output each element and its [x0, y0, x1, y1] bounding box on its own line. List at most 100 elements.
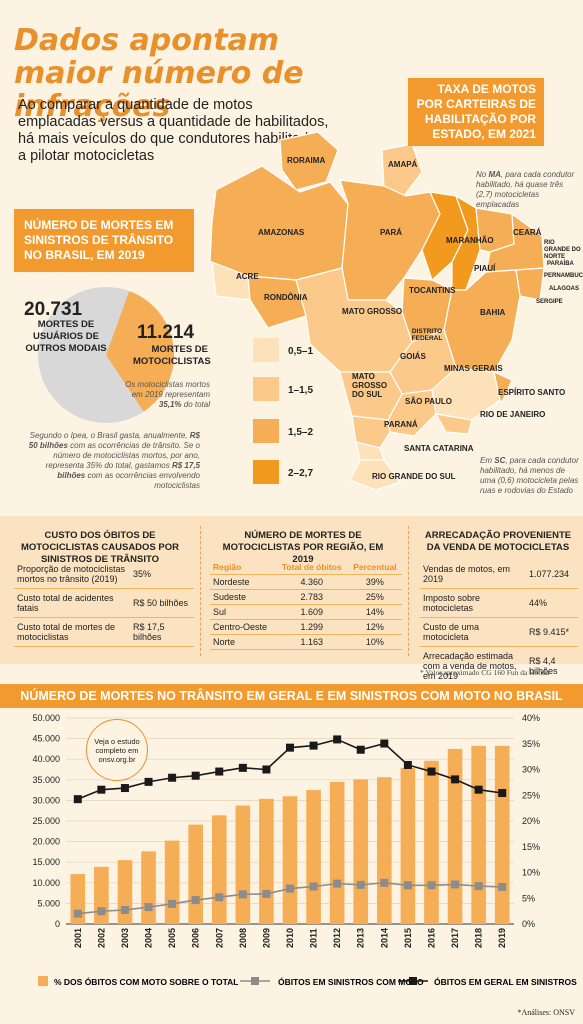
- y-right-tick-label: 20%: [522, 816, 540, 826]
- others-deaths-label: MORTES DE USUÁRIOS DE OUTROS MODAIS: [25, 319, 107, 354]
- x-tick-label: 2015: [403, 928, 413, 948]
- legend-swatch-1: [253, 338, 279, 362]
- state-espirito-santo: [493, 370, 513, 404]
- chart-bar: [353, 779, 369, 924]
- y-left-tick-label: 35.000: [32, 775, 60, 785]
- x-tick-label: 2011: [309, 928, 319, 948]
- table-row: Vendas de motos, em 2019 1.077.234: [420, 560, 578, 589]
- cost-table-title: CUSTO DOS ÓBITOS DE MOTOCICLISTAS CAUSAD…: [21, 530, 179, 565]
- state-para: [339, 179, 441, 301]
- page-subtitle: Ao comparar a quantidade de motos emplac…: [18, 97, 329, 164]
- x-tick-label: 2009: [261, 928, 271, 948]
- x-tick-label: 2019: [497, 928, 507, 948]
- point-moto-deaths: [286, 884, 294, 893]
- x-tick-label: 2007: [214, 928, 224, 948]
- page-title: Dados apontam maior número de infrações: [14, 23, 304, 124]
- moto-deaths-label: MORTES DE MOTOCICLISTAS: [133, 344, 211, 367]
- table-row: Custo total de acidentes fatais R$ 50 bil…: [14, 588, 194, 618]
- point-moto-deaths: [333, 879, 342, 888]
- y-left-tick-label: 30.000: [32, 795, 60, 805]
- label-pernambuco: PERNAMBUCO: [544, 273, 583, 279]
- point-moto-deaths: [262, 889, 271, 898]
- cost-table: Proporção de motociclistas mortos no trâ…: [14, 560, 194, 647]
- legend-label-3: 1,5–2: [288, 427, 314, 438]
- x-tick-label: 2001: [73, 928, 83, 948]
- chart-bar: [141, 851, 156, 924]
- y-right-tick-label: 5%: [522, 893, 535, 903]
- x-tick-label: 2010: [285, 928, 295, 948]
- moto-deaths-note: Os motociclistas mortos em 2019 represen…: [125, 380, 210, 409]
- pie-slice-motorcyclists: [106, 291, 174, 412]
- point-moto-deaths: [144, 903, 153, 912]
- x-tick-label: 2005: [167, 928, 177, 948]
- label-santa-catarina: SANTA CATARINA: [404, 444, 474, 453]
- ipea-note: Segundo o Ipea, o Brasil gasta, anualmen…: [28, 431, 200, 490]
- point-total-deaths: [120, 784, 129, 793]
- label-parana: PARANÁ: [384, 420, 418, 429]
- point-moto-deaths: [238, 890, 247, 899]
- chart-bar: [377, 777, 392, 924]
- label-goias: GOIÁS: [400, 352, 426, 361]
- point-moto-deaths: [215, 893, 224, 902]
- legend-swatch-2: [253, 377, 279, 401]
- region-table: Região Total de óbitos Percentual Nordeste…: [210, 560, 402, 650]
- x-tick-label: 2003: [120, 928, 130, 948]
- y-left-tick-label: 0: [55, 919, 60, 929]
- label-mato-grosso-do-sul: MATO GROSSO DO SUL: [352, 372, 388, 399]
- point-moto-deaths: [120, 905, 129, 914]
- chart-bar: [282, 796, 298, 924]
- y-left-tick-label: 45.000: [32, 734, 60, 744]
- point-total-deaths: [97, 785, 106, 794]
- point-total-deaths: [380, 739, 389, 748]
- region-table-title: NÚMERO DE MORTES DE MOTOCICLISTAS POR RE…: [222, 530, 384, 565]
- table-row: Proporção de motociclistas mortos no trâ…: [14, 560, 194, 589]
- label-rondonia: RONDÔNIA: [264, 293, 308, 302]
- moto-rate-title: TAXA DE MOTOS POR CARTEIRAS DE HABILITAÇ…: [408, 78, 544, 146]
- sales-footnote: * Valor aproximado CG 160 Fun da Honda: [420, 668, 550, 677]
- chart-bar: [211, 815, 227, 924]
- x-tick-label: 2017: [450, 928, 460, 948]
- point-total-deaths: [333, 735, 342, 744]
- legend-label-2: 1–1,5: [288, 385, 314, 396]
- point-total-deaths: [262, 765, 271, 774]
- label-acre: ACRE: [236, 272, 259, 281]
- point-total-deaths: [144, 777, 153, 786]
- study-callout: Veja o estudo completo em onsv.org.br: [86, 719, 148, 781]
- divider: [408, 526, 409, 656]
- y-left-tick-label: 50.000: [32, 713, 60, 723]
- point-total-deaths: [403, 760, 412, 769]
- label-roraima: RORAIMA: [287, 156, 326, 165]
- state-roraima: [279, 131, 339, 191]
- label-distrito-federal: DISTRITO FEDERAL: [411, 328, 443, 342]
- chart-bar: [235, 805, 251, 924]
- x-tick-label: 2016: [426, 928, 436, 948]
- label-mato-grosso: MATO GROSSO: [342, 307, 403, 316]
- point-total-deaths: [427, 767, 436, 776]
- legend-label-4: 2–2,7: [288, 468, 314, 479]
- chart-bar: [306, 790, 321, 924]
- point-moto-deaths: [451, 880, 460, 889]
- table-row: Nordeste 4.360 39%: [210, 574, 402, 590]
- point-total-deaths: [286, 743, 294, 752]
- divider: [200, 526, 201, 656]
- label-amazonas: AMAZONAS: [258, 228, 305, 237]
- legend-total-marker: [409, 977, 417, 985]
- point-total-deaths: [474, 785, 483, 794]
- state-rio-de-janeiro: [434, 413, 473, 435]
- y-right-tick-label: 15%: [522, 842, 540, 852]
- point-moto-deaths: [474, 882, 483, 891]
- label-bahia: BAHIA: [480, 308, 506, 317]
- x-tick-label: 2014: [379, 928, 389, 948]
- legend-bar-label: % DOS ÓBITOS COM MOTO SOBRE O TOTAL: [54, 976, 239, 987]
- point-moto-deaths: [97, 907, 106, 916]
- label-minas-gerais: MINAS GERAIS: [444, 364, 503, 373]
- y-left-tick-label: 20.000: [32, 837, 60, 847]
- brazil-map: [209, 131, 545, 490]
- point-total-deaths: [309, 741, 318, 750]
- label-rio-grande-do-norte: RIO GRANDE DO NORTE: [544, 240, 581, 260]
- chart-bar: [94, 866, 109, 924]
- chart-bar: [259, 798, 274, 924]
- point-total-deaths: [356, 745, 365, 754]
- point-total-deaths: [451, 775, 460, 784]
- label-rio-de-janeiro: RIO DE JANEIRO: [480, 410, 546, 419]
